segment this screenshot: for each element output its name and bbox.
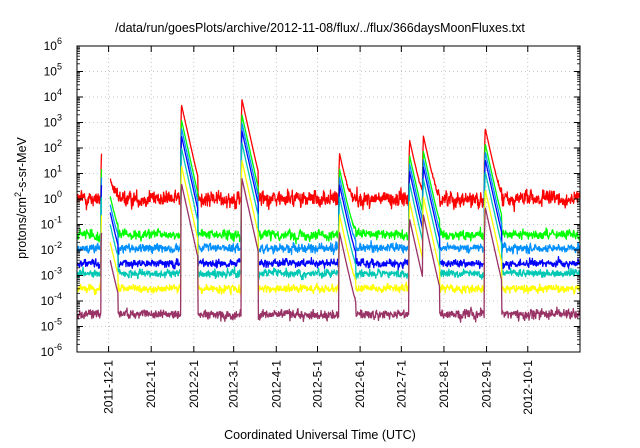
y-tick-label: 104 [44, 87, 62, 104]
series-lines [76, 99, 581, 323]
y-tick-label: 101 [44, 164, 62, 181]
chart-title: /data/run/goesPlots/archive/2012-11-08/f… [115, 21, 525, 35]
y-axis-label-main: protons/cm [15, 197, 30, 259]
y-tick-label: 102 [44, 138, 62, 155]
y-tick-label: 10-2 [41, 240, 62, 257]
y-tick-label: 10-3 [41, 266, 62, 283]
y-tick-label-base: 10 [44, 65, 58, 79]
x-tick-label: 2012-2-1 [187, 360, 201, 408]
x-tick-label: 2012-5-1 [311, 360, 325, 408]
y-tick-label-base: 10 [41, 320, 55, 334]
x-tick-label: 2012-7-1 [394, 360, 408, 408]
y-tick-label: 10-6 [41, 342, 62, 359]
y-tick-label: 100 [44, 189, 62, 206]
flux-series-line [76, 142, 581, 281]
y-tick-label-exponent: -2 [54, 240, 62, 250]
y-tick-label-exponent: -4 [54, 291, 62, 301]
y-axis-label-exponent: 2 [12, 192, 23, 198]
y-tick-label-exponent: 5 [57, 62, 62, 72]
y-tick-label: 106 [44, 36, 62, 53]
x-tick-label: 2011-12-1 [102, 360, 116, 414]
y-tick-label-base: 10 [41, 218, 55, 232]
y-tick-label-exponent: 0 [57, 189, 62, 199]
y-tick-label-base: 10 [44, 39, 58, 53]
flux-series-line [76, 160, 581, 296]
y-tick-label-exponent: -1 [54, 215, 62, 225]
y-tick-label-base: 10 [44, 90, 58, 104]
y-tick-label: 103 [44, 113, 62, 130]
y-tick-label: 10-1 [41, 215, 62, 232]
y-tick-label-exponent: -3 [54, 266, 62, 276]
x-tick-label: 2012-3-1 [227, 360, 241, 408]
x-axis-label: Coordinated Universal Time (UTC) [224, 428, 416, 442]
y-tick-label: 10-5 [41, 317, 62, 334]
x-tick-labels: 2011-12-1 2012-1-1 2012-2-1 2012-3-1 2012-4-… [102, 360, 535, 415]
y-axis-label-rest: -s-sr-MeV [15, 137, 30, 192]
y-tick-label-base: 10 [41, 294, 55, 308]
y-tick-label-base: 10 [41, 269, 55, 283]
flux-series-line [76, 99, 581, 213]
y-tick-labels: 10-610-510-410-310-210-11001011021031041… [41, 36, 62, 359]
x-tick-label: 2012-10-1 [521, 360, 535, 415]
y-axis-label: protons/cm2-s-sr-MeV [13, 137, 29, 259]
y-tick-label-exponent: -6 [54, 342, 62, 352]
y-tick-label-exponent: -5 [54, 317, 62, 327]
y-tick-label-base: 10 [41, 345, 55, 359]
flux-series-line [76, 114, 581, 245]
y-tick-label-base: 10 [44, 167, 58, 181]
x-tick-label: 2012-8-1 [437, 360, 451, 408]
y-tick-label: 10-4 [41, 291, 62, 308]
flux-series-line [76, 178, 581, 323]
x-tick-label: 2012-4-1 [269, 360, 283, 408]
y-tick-label-base: 10 [41, 243, 55, 257]
x-tick-label: 2012-1-1 [144, 360, 158, 408]
y-tick-label-exponent: 1 [57, 164, 62, 174]
tick-marks [77, 45, 580, 353]
y-tick-label-base: 10 [44, 141, 58, 155]
y-tick-label-base: 10 [44, 116, 58, 130]
y-tick-label-exponent: 6 [57, 36, 62, 46]
x-tick-label: 2012-9-1 [480, 360, 494, 408]
y-tick-label: 105 [44, 62, 62, 79]
y-tick-label-exponent: 3 [57, 113, 62, 123]
y-tick-label-base: 10 [44, 192, 58, 206]
y-tick-label-exponent: 2 [57, 138, 62, 148]
x-tick-label: 2012-6-1 [353, 360, 367, 408]
y-tick-label-exponent: 4 [57, 87, 62, 97]
